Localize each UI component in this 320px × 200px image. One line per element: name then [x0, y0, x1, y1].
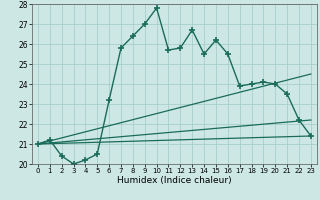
X-axis label: Humidex (Indice chaleur): Humidex (Indice chaleur)	[117, 176, 232, 185]
